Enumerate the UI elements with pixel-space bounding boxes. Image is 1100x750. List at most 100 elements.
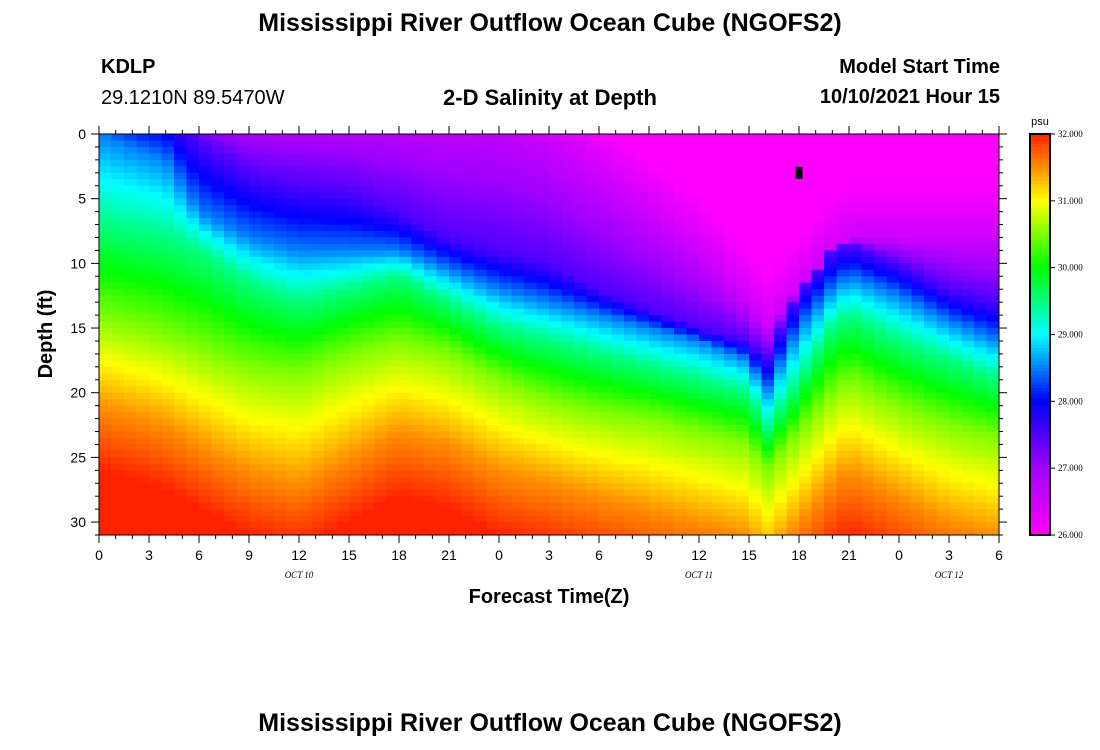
heatmap-cell bbox=[211, 470, 225, 478]
heatmap-cell bbox=[449, 269, 463, 277]
heatmap-cell bbox=[899, 243, 913, 252]
heatmap-cell bbox=[899, 418, 913, 426]
heatmap-cell bbox=[249, 140, 263, 148]
heatmap-cell bbox=[386, 237, 400, 245]
heatmap-cell bbox=[349, 463, 363, 471]
heatmap-cell bbox=[824, 431, 838, 439]
heatmap-cell bbox=[524, 502, 538, 510]
heatmap-cell bbox=[386, 218, 400, 226]
heatmap-cell bbox=[261, 528, 275, 535]
heatmap-cell bbox=[774, 134, 788, 142]
heatmap-cell bbox=[624, 470, 638, 478]
heatmap-cell bbox=[186, 463, 200, 471]
heatmap-cell bbox=[274, 366, 288, 374]
heatmap-cell bbox=[586, 211, 600, 219]
heatmap-cell bbox=[786, 256, 800, 264]
heatmap-cell bbox=[111, 379, 125, 387]
heatmap-cell bbox=[274, 289, 288, 297]
heatmap-cell bbox=[586, 166, 600, 174]
heatmap-cell bbox=[161, 399, 175, 407]
heatmap-cell bbox=[324, 444, 338, 452]
heatmap-cell bbox=[186, 224, 200, 232]
heatmap-cell bbox=[374, 334, 388, 342]
heatmap-cell bbox=[536, 269, 550, 277]
heatmap-cell bbox=[549, 373, 563, 381]
heatmap-cell bbox=[374, 528, 388, 535]
heatmap-cell bbox=[861, 392, 875, 400]
heatmap-cell bbox=[424, 243, 438, 252]
heatmap-cell bbox=[111, 496, 125, 504]
heatmap-cell bbox=[161, 457, 175, 465]
heatmap-cell bbox=[736, 192, 750, 200]
heatmap-cell bbox=[211, 250, 225, 258]
heatmap-cell bbox=[224, 289, 238, 297]
heatmap-cell bbox=[349, 496, 363, 504]
heatmap-cell bbox=[774, 386, 788, 394]
colorbar-segment bbox=[1030, 344, 1050, 349]
heatmap-cell bbox=[461, 334, 475, 342]
heatmap-cell bbox=[286, 463, 300, 471]
heatmap-cell bbox=[749, 328, 763, 336]
heatmap-cell bbox=[736, 211, 750, 219]
heatmap-cell bbox=[274, 444, 288, 452]
heatmap-cell bbox=[361, 243, 375, 252]
heatmap-cell bbox=[611, 347, 625, 355]
heatmap-cell bbox=[499, 450, 513, 458]
heatmap-cell bbox=[986, 276, 999, 284]
heatmap-cell bbox=[974, 166, 988, 174]
heatmap-cell bbox=[686, 250, 700, 258]
heatmap-cell bbox=[924, 470, 938, 478]
heatmap-cell bbox=[449, 153, 463, 161]
heatmap-cell bbox=[924, 153, 938, 161]
heatmap-cell bbox=[449, 509, 463, 517]
heatmap-cell bbox=[286, 418, 300, 426]
heatmap-cell bbox=[899, 146, 913, 155]
heatmap-cell bbox=[186, 179, 200, 187]
heatmap-cell bbox=[774, 412, 788, 420]
heatmap-cell bbox=[524, 463, 538, 471]
heatmap-cell bbox=[499, 412, 513, 420]
heatmap-cell bbox=[411, 321, 425, 329]
heatmap-cell bbox=[511, 386, 525, 394]
heatmap-cell bbox=[849, 457, 863, 465]
heatmap-cell bbox=[586, 392, 600, 400]
heatmap-cell bbox=[449, 476, 463, 484]
heatmap-cell bbox=[286, 444, 300, 452]
heatmap-cell bbox=[374, 263, 388, 271]
heatmap-cell bbox=[686, 231, 700, 239]
heatmap-cell bbox=[774, 256, 788, 264]
heatmap-cell bbox=[211, 347, 225, 355]
heatmap-cell bbox=[786, 263, 800, 271]
heatmap-cell bbox=[99, 166, 113, 174]
heatmap-cell bbox=[486, 302, 500, 310]
heatmap-cell bbox=[861, 218, 875, 226]
heatmap-cell bbox=[124, 250, 138, 258]
heatmap-cell bbox=[774, 353, 788, 361]
heatmap-cell bbox=[961, 166, 975, 174]
heatmap-cell bbox=[111, 159, 125, 167]
heatmap-cell bbox=[186, 483, 200, 491]
heatmap-cell bbox=[824, 308, 838, 316]
x-tick-label: 12 bbox=[691, 547, 707, 563]
heatmap-cell bbox=[724, 224, 738, 232]
heatmap-cell bbox=[461, 237, 475, 245]
heatmap-cell bbox=[236, 166, 250, 174]
heatmap-cell bbox=[499, 515, 513, 523]
heatmap-cell bbox=[186, 366, 200, 374]
colorbar-tick-label: 28.000 bbox=[1058, 396, 1083, 406]
heatmap-cell bbox=[886, 269, 900, 277]
heatmap-cell bbox=[949, 276, 963, 284]
heatmap-cell bbox=[811, 159, 825, 167]
heatmap-cell bbox=[849, 256, 863, 264]
heatmap-cell bbox=[424, 276, 438, 284]
heatmap-cell bbox=[486, 509, 500, 517]
heatmap-cell bbox=[611, 302, 625, 310]
heatmap-cell bbox=[774, 146, 788, 155]
heatmap-cell bbox=[849, 166, 863, 174]
heatmap-cell bbox=[724, 211, 738, 219]
heatmap-cell bbox=[436, 425, 450, 433]
heatmap-cell bbox=[574, 483, 588, 491]
colorbar-segment bbox=[1030, 264, 1050, 269]
heatmap-cell bbox=[124, 159, 138, 167]
heatmap-cell bbox=[249, 373, 263, 381]
